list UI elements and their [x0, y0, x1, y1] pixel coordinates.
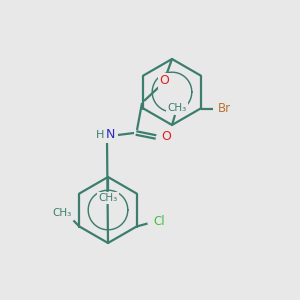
Text: Br: Br [218, 102, 231, 115]
Text: CH₃: CH₃ [98, 193, 118, 203]
Text: N: N [105, 128, 115, 142]
Text: O: O [159, 74, 169, 88]
Text: H: H [96, 130, 104, 140]
Text: Cl: Cl [154, 215, 165, 228]
Text: CH₃: CH₃ [53, 208, 72, 218]
Text: CH₃: CH₃ [167, 103, 187, 113]
Text: O: O [161, 130, 171, 143]
